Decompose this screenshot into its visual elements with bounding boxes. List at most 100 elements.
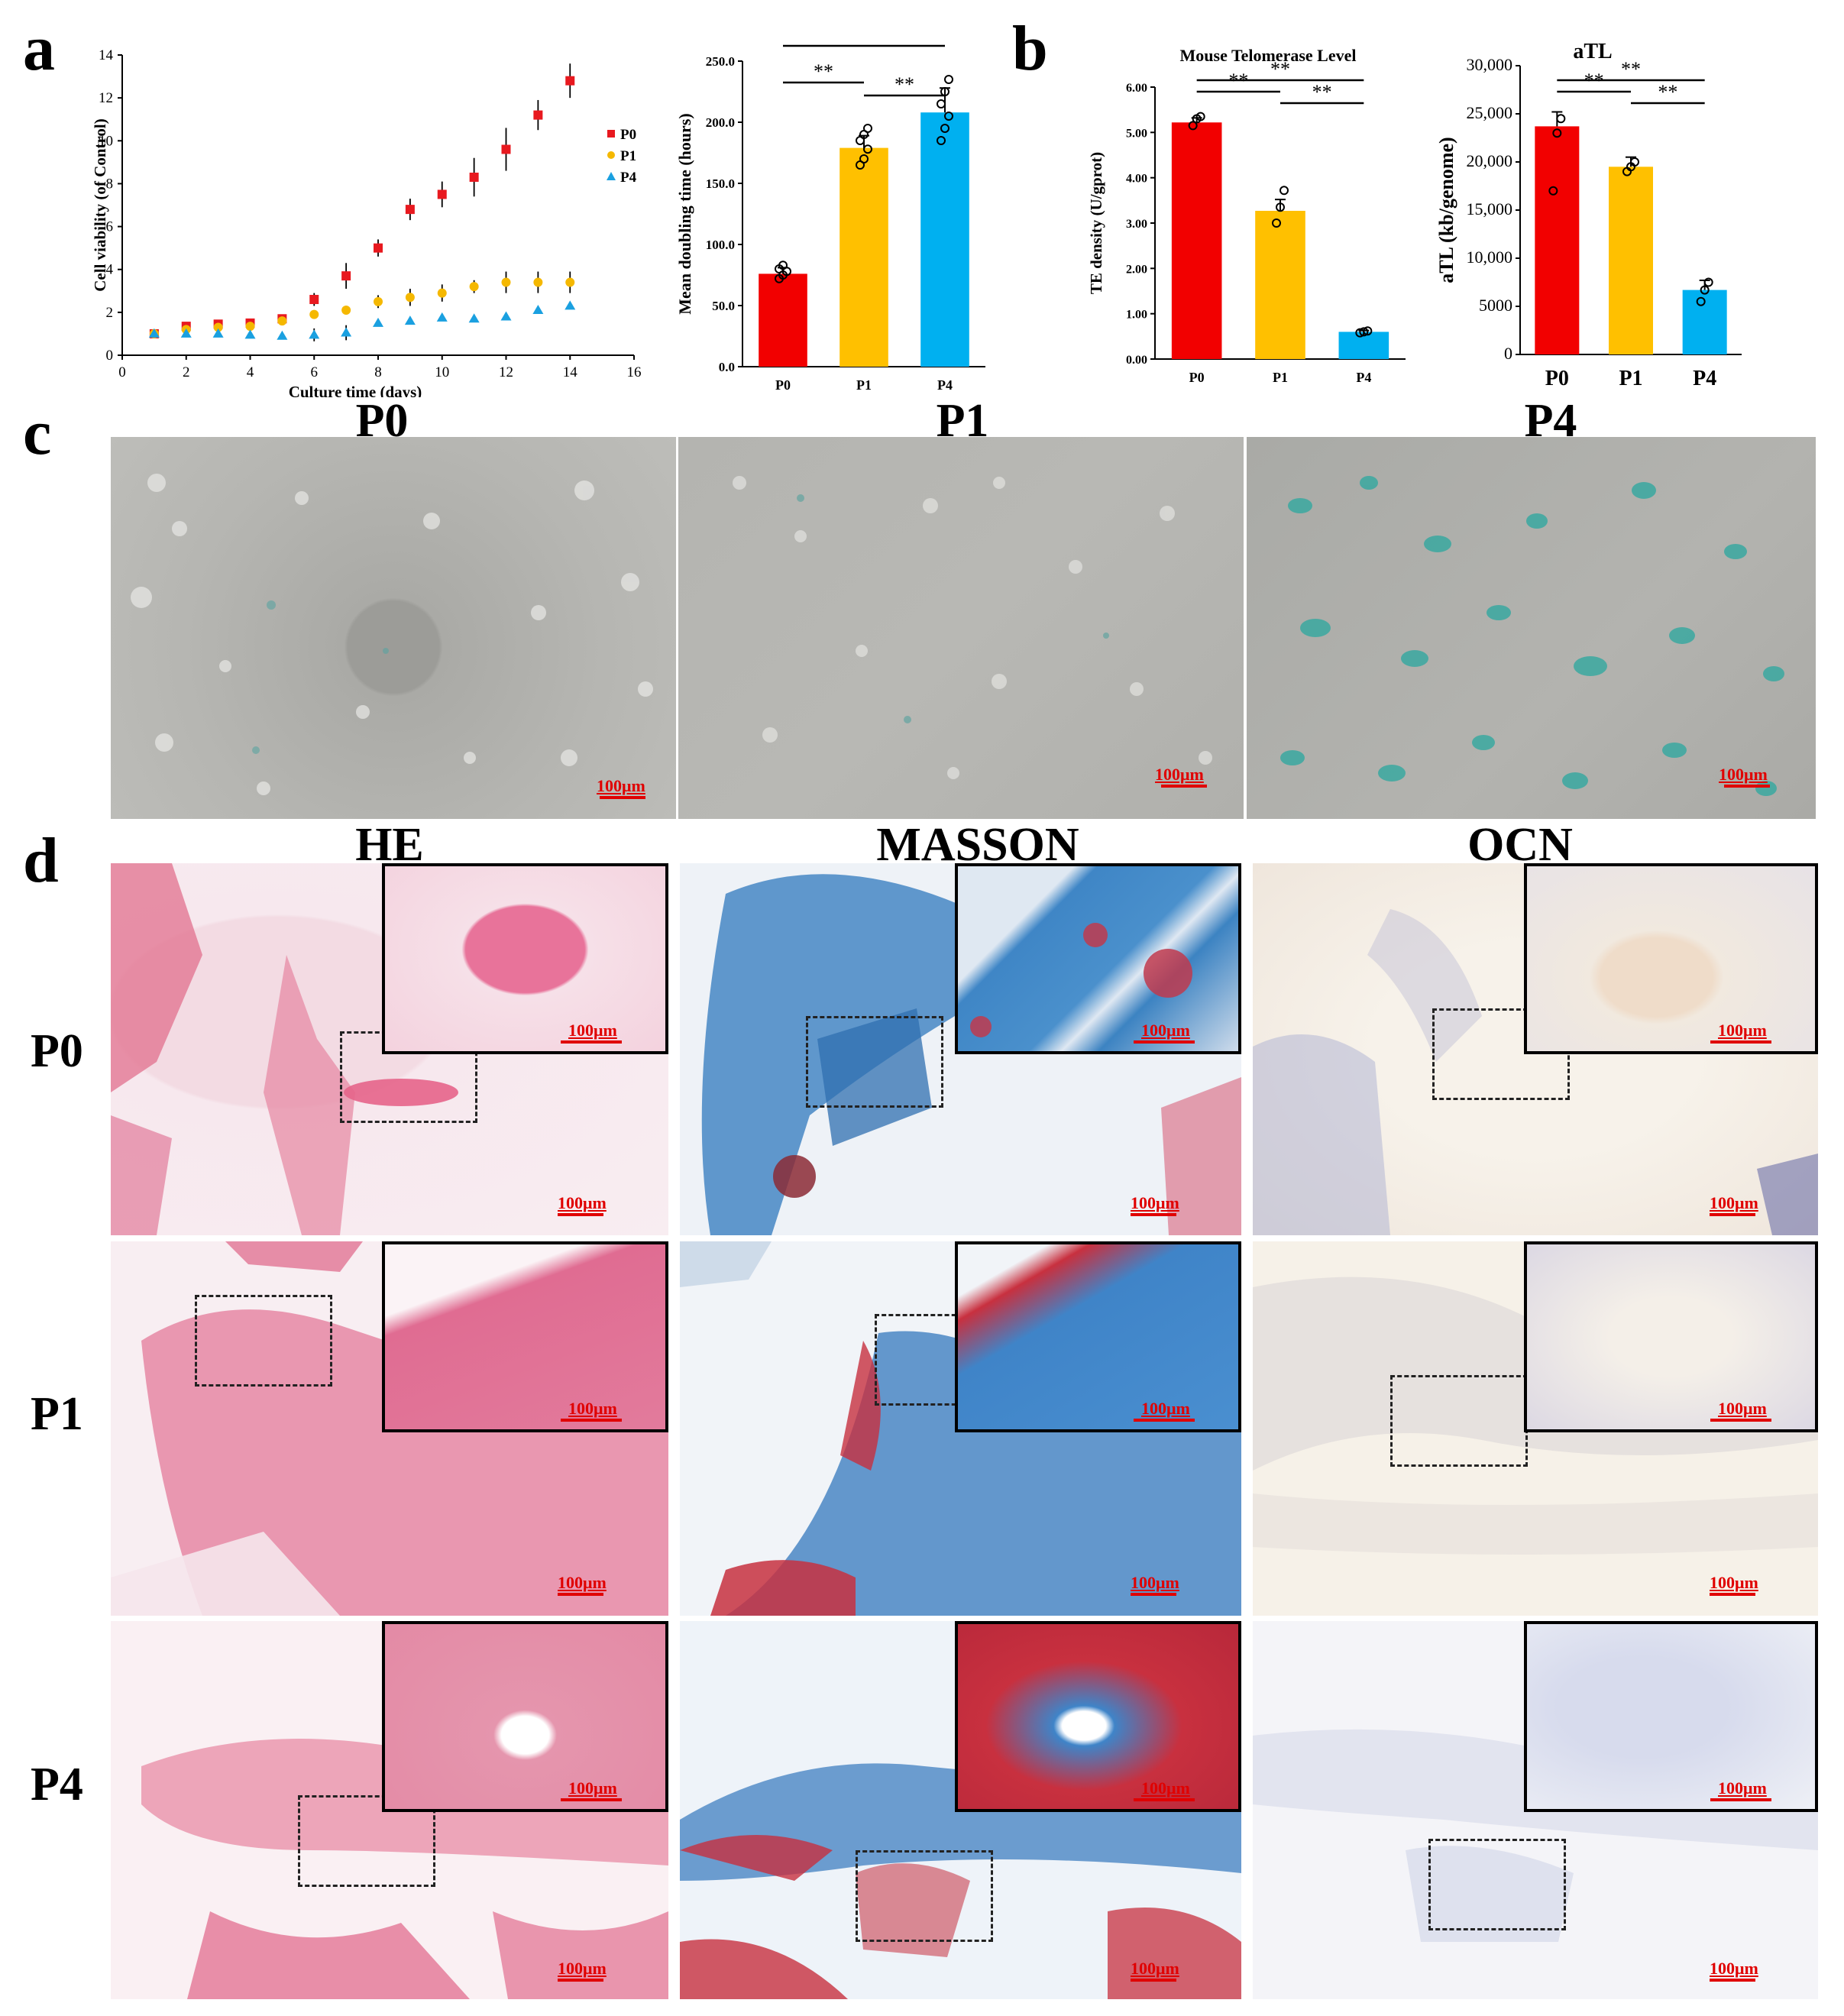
point-p0 (469, 173, 479, 183)
y-tick-label: 12 (99, 90, 113, 106)
bar-p4 (920, 112, 969, 367)
y-axis-label: aTL (kb/genome) (1436, 137, 1457, 283)
senescence-texture-p0 (131, 474, 653, 795)
legend-label-p4: P4 (620, 170, 637, 186)
bar-p1 (1609, 167, 1653, 354)
panel-d-header-masson: MASSON (876, 819, 1079, 871)
significance-label: ** (854, 38, 874, 46)
point-p0 (374, 243, 383, 253)
y-tick-label: 2.00 (1126, 263, 1147, 276)
y-axis-label: Cell viability (of Control) (92, 118, 109, 292)
ocn-p0-inset-scale-bar (1710, 1040, 1771, 1044)
masson-p0-scale-bar (1131, 1213, 1176, 1216)
histology-ocn-p1: 100μm 100μm (1253, 1241, 1818, 1616)
point-p1 (309, 309, 319, 319)
y-tick-label: 0.0 (719, 360, 735, 374)
panel-letter-d: d (23, 825, 59, 896)
panel-d-header-he: HE (355, 819, 424, 871)
ocn-p4-zoom-region (1428, 1839, 1566, 1930)
x-tick-label: 10 (435, 364, 449, 380)
he-p1-inset-scale-label: 100μm (568, 1399, 617, 1418)
significance-label: ** (1312, 81, 1332, 103)
ocn-p4-scale-label: 100μm (1710, 1959, 1758, 1978)
y-tick-label: 0 (1504, 344, 1512, 363)
point-p4 (277, 330, 288, 340)
he-p4-inset: 100μm (382, 1621, 668, 1812)
y-tick-label: 3.00 (1126, 218, 1147, 231)
histology-he-p1: 100μm 100μm (111, 1241, 668, 1616)
histology-masson-p0: 100μm 100μm (680, 863, 1241, 1235)
data-point-p0 (778, 260, 788, 270)
point-p4 (500, 311, 512, 321)
senescence-texture-p4 (1280, 476, 1784, 796)
panel-c-header-p1: P1 (936, 395, 989, 447)
histology-ocn-p0: 100μm 100μm (1253, 863, 1818, 1235)
point-p0 (437, 189, 447, 199)
ocn-p4-inset-scale-label: 100μm (1718, 1778, 1767, 1798)
scale-bar-c-p4 (1724, 785, 1770, 788)
legend-marker-p0 (607, 130, 615, 138)
bar-p0 (1171, 122, 1222, 359)
point-p4 (212, 328, 224, 338)
point-p4 (180, 328, 192, 338)
panel-d-row-label-p1: P1 (31, 1388, 83, 1440)
y-tick-label: 250.0 (706, 54, 735, 69)
x-tick-label: 0 (118, 364, 126, 380)
x-category-label-p0: P0 (775, 377, 791, 393)
y-tick-label: 10 (99, 133, 113, 149)
data-point-p4 (1703, 277, 1713, 287)
y-tick-label: 100.0 (706, 238, 735, 252)
y-tick-label: 150.0 (706, 176, 735, 191)
chart-doubling-time-svg: 0.0 50.0 100.0 150.0 200.0 250.0 P0 P1 P4 ** ** ** M… (675, 24, 985, 393)
chart-cell-viability: 0 2 4 6 8 10 12 14 0 2 4 6 8 10 12 14 16 Culture time (da… (91, 38, 657, 401)
masson-p1-scale-bar (1131, 1593, 1176, 1596)
data-point-p1 (863, 124, 872, 133)
ocn-p4-scale-bar (1710, 1979, 1755, 1982)
panel-c-header-p0: P0 (355, 395, 409, 447)
x-tick-label: 16 (627, 364, 642, 380)
data-point-p4 (944, 75, 953, 84)
histology-masson-p0-texture (701, 874, 1241, 1235)
y-tick-label: 4 (106, 262, 114, 278)
point-p1 (245, 322, 255, 332)
point-p1 (405, 293, 415, 303)
point-p4 (532, 305, 544, 315)
chart-title: Mouse Telomerase Level (1180, 46, 1357, 65)
data-point-p1 (1630, 157, 1639, 167)
ocn-p1-zoom-region (1390, 1375, 1528, 1467)
y-tick-label: 20,000 (1467, 151, 1513, 170)
x-category-label-p4: P4 (1356, 370, 1371, 385)
he-p0-inset: 100μm (382, 863, 668, 1054)
masson-p4-inset: 100μm (955, 1621, 1241, 1812)
scale-label-c-p0: 100μm (597, 776, 645, 795)
chart-atl-svg: 0 5000 10,000 15,000 20,000 25,000 30,000 P0 P1 P… (1435, 40, 1742, 390)
bar-p1 (840, 147, 888, 367)
scale-bar-c-p0 (600, 796, 645, 799)
data-point-p0 (1548, 186, 1558, 196)
ocn-p1-scale-bar (1710, 1593, 1755, 1596)
he-p1-scale-bar (558, 1593, 603, 1596)
x-tick-label: 14 (563, 364, 578, 380)
ocn-p4-inset: 100μm (1524, 1621, 1818, 1812)
panel-c-header-p4: P4 (1524, 395, 1577, 447)
significance-label: ** (895, 73, 914, 95)
he-p0-scale-bar (558, 1213, 603, 1216)
scale-bar-c-p1 (1161, 785, 1207, 788)
senescence-image-p1: 100μm (678, 437, 1244, 819)
ocn-p0-scale-label: 100μm (1710, 1193, 1758, 1212)
x-tick-label: 6 (311, 364, 319, 380)
scale-label-c-p1: 100μm (1155, 765, 1204, 784)
data-point-p0 (1556, 114, 1566, 124)
histology-masson-p1: 100μm 100μm (680, 1241, 1241, 1616)
he-p0-inset-scale-bar (561, 1040, 622, 1044)
point-p1 (277, 316, 287, 326)
point-p0 (309, 295, 319, 305)
x-tick-label: 2 (183, 364, 190, 380)
senescence-texture-p1 (733, 476, 1212, 779)
panel-d-row-label-p0: P0 (31, 1025, 83, 1077)
masson-p0-inset-texture (970, 923, 1192, 1037)
ocn-p1-inset: 100μm (1524, 1241, 1818, 1432)
legend-label-p1: P1 (620, 148, 636, 164)
masson-p4-scale-label: 100μm (1131, 1959, 1179, 1978)
histology-ocn-p0-texture (1253, 909, 1818, 1235)
